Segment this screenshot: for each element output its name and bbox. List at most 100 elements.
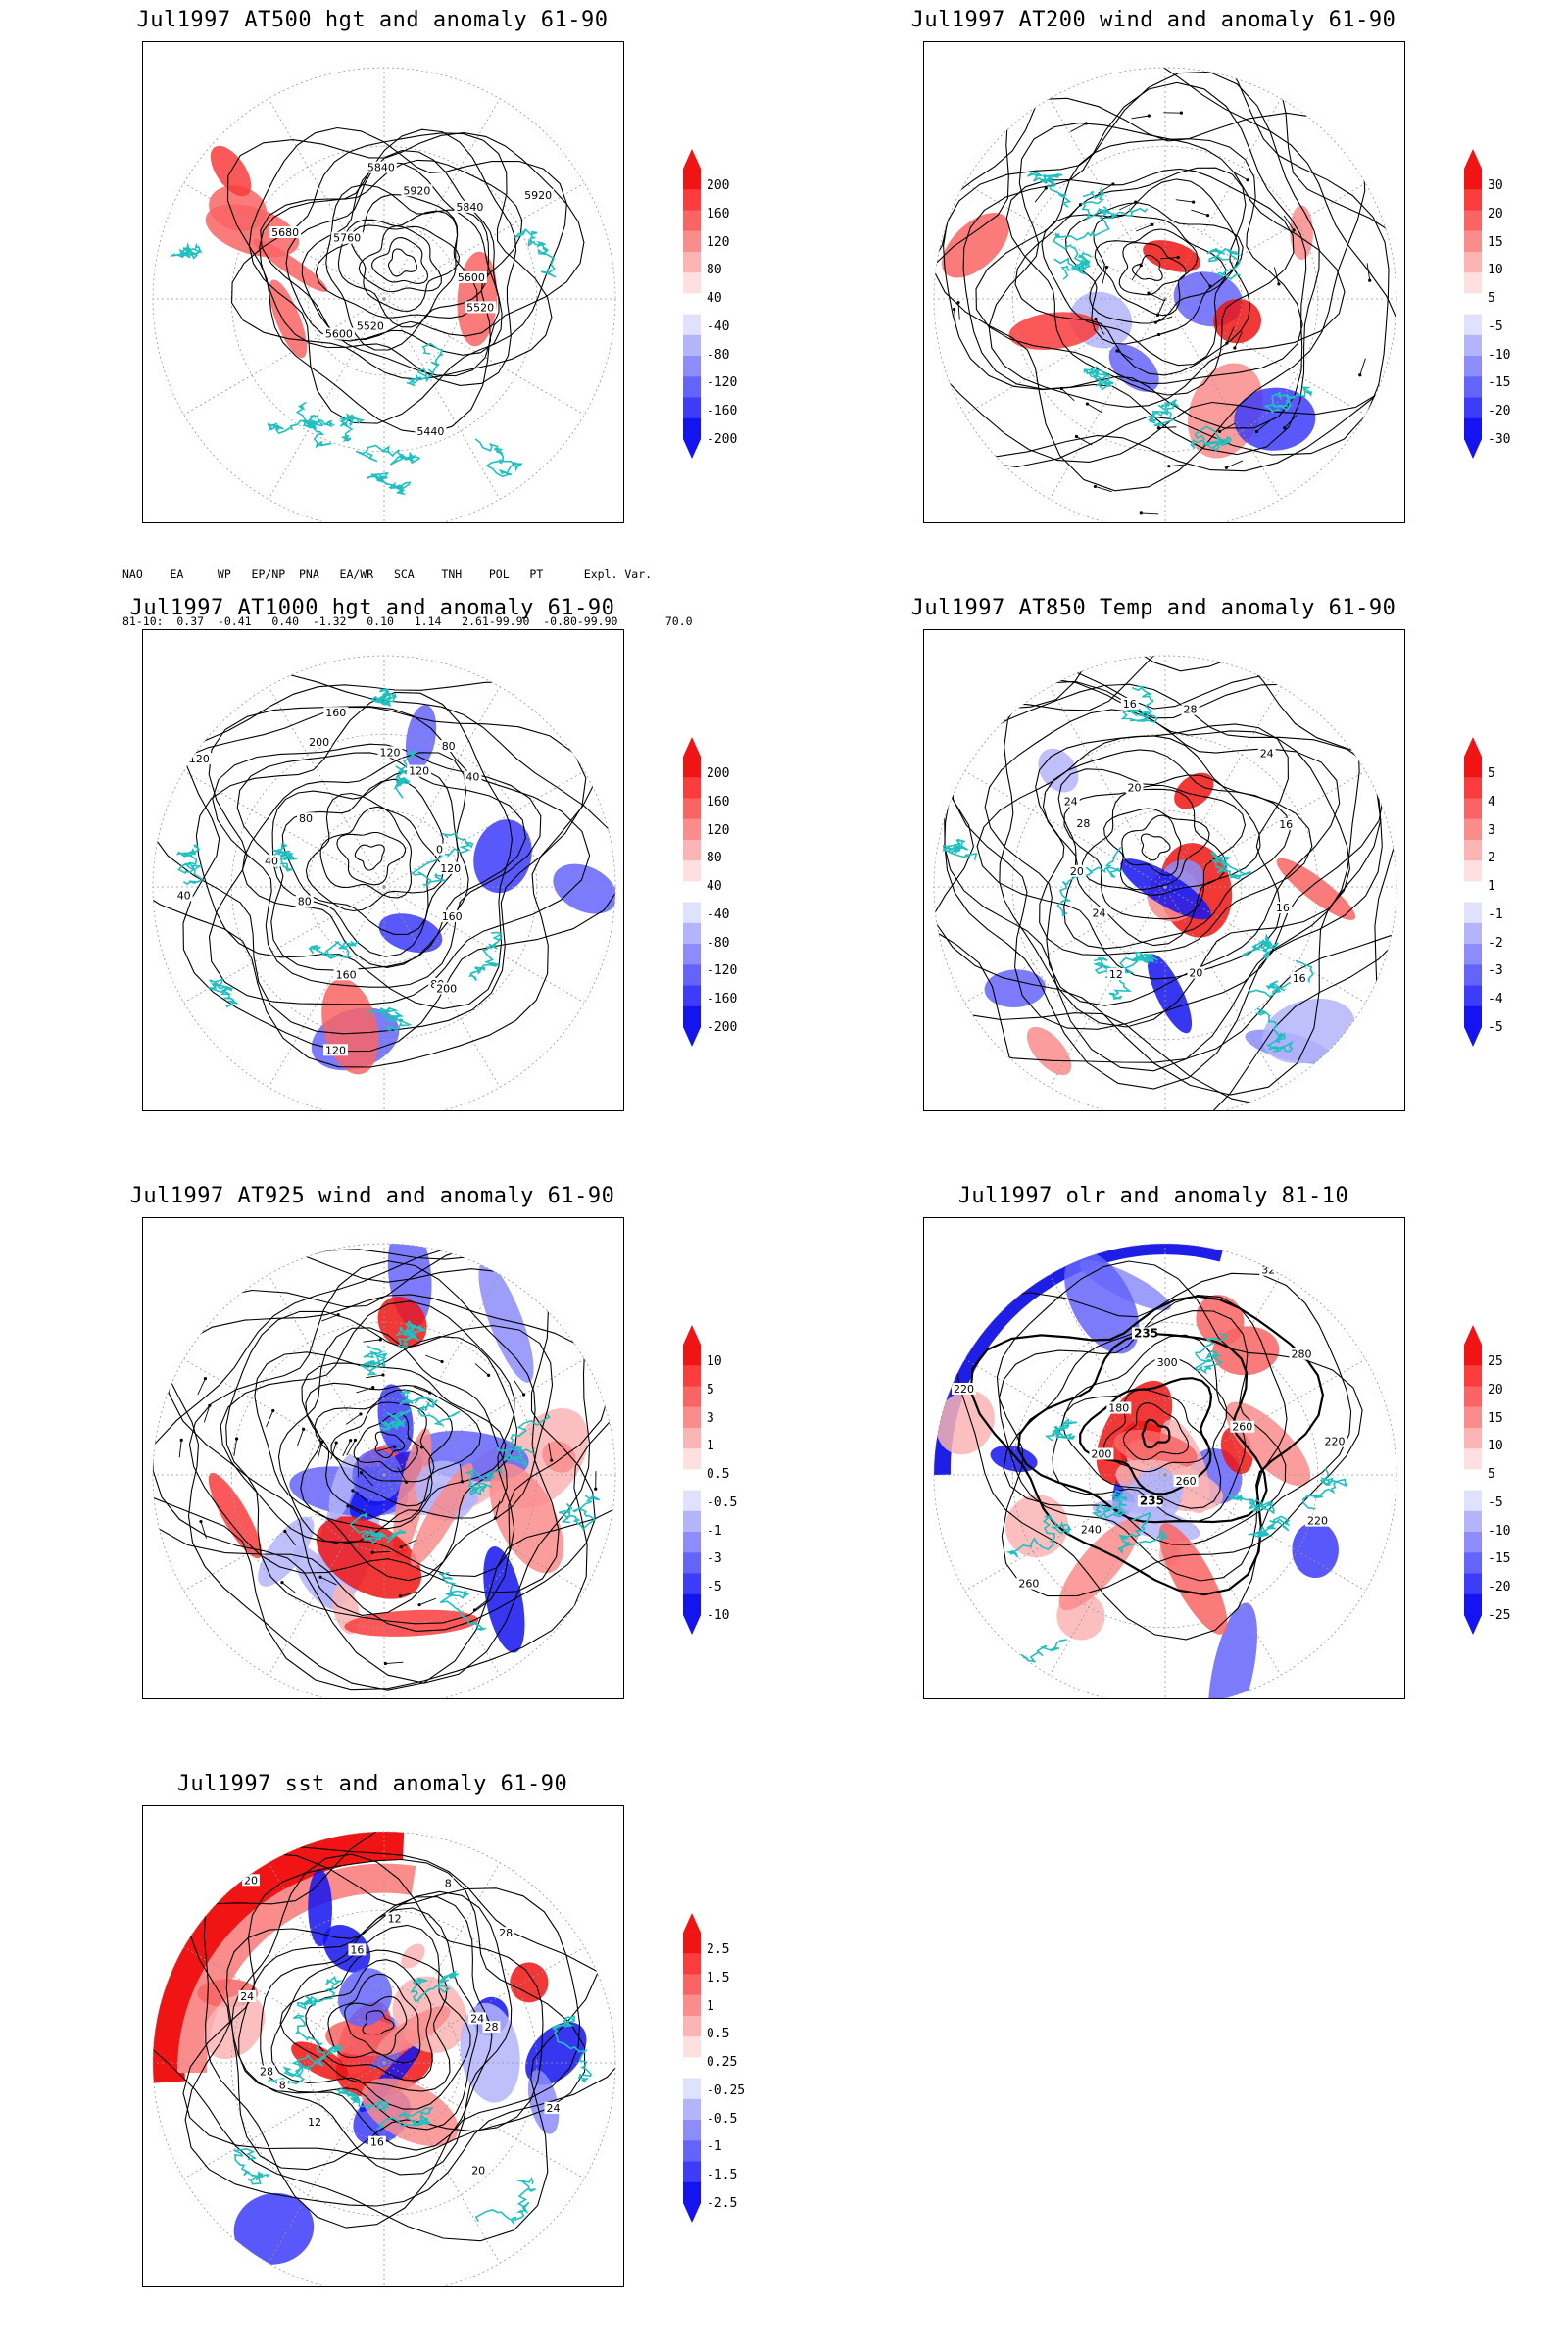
colorbar-tick-label: 20 [1488, 1382, 1503, 1397]
colorbar-graphic [1464, 737, 1482, 1047]
contour-label: 20 [1070, 865, 1084, 878]
colorbar-tick-label: 1 [707, 1439, 714, 1454]
colorbar: 30 20 15 10 5 -5 -10 -15 -20 -30 [1460, 147, 1539, 461]
panel-title: Jul1997 AT850 Temp and anomaly 61-90 [910, 596, 1396, 620]
panel-at850-temp: Jul1997 AT850 Temp and anomaly 61-90 16 1… [781, 596, 1565, 1174]
contour-label: 160 [325, 707, 346, 719]
colorbar-tick-label: -5 [1488, 1494, 1503, 1510]
contour-label: 12 [308, 2116, 321, 2129]
map-graphic: 5600 5520 5440 5520 5600 5680 5760 5840 5920 5840… [152, 67, 616, 522]
colorbar-tick-label: -1 [707, 1523, 722, 1539]
panel-title: Jul1997 AT1000 hgt and anomaly 61-90 [129, 596, 615, 620]
map-graphic: 2202202602352402602002201802353003202802… [933, 1243, 1397, 1698]
colorbar-graphic [683, 1913, 701, 2223]
polar-map: 16 16 20 12 24 20 28 24 20 16 28 24 16 [923, 629, 1405, 1111]
colorbar: 200 160 120 80 40 -40 -80 -120 -160 -200 [679, 735, 758, 1049]
polar-map [923, 41, 1405, 523]
colorbar-tick-label: 5 [707, 1382, 714, 1397]
colorbar-tick-label: 5 [1488, 766, 1495, 781]
colorbar-tick-label: -5 [707, 1580, 722, 1594]
colorbar-tick-label: 1.5 [707, 1970, 730, 1985]
contour-label: 5680 [271, 226, 299, 239]
colorbar: 200 160 120 80 40 -40 -80 -120 -160 -200 [679, 147, 758, 461]
colorbar-tick-label: -200 [707, 431, 738, 447]
contour-label: 220 [1307, 1515, 1328, 1528]
contour-label: 16 [1293, 972, 1306, 985]
colorbar-tick-label: 0.5 [707, 1467, 730, 1482]
panel-sst: Jul1997 sst and anomaly 61-90 28 24 20 16 12… [0, 1772, 784, 2350]
map-graphic: 120 160 80 200 160 120 80 40 40 120 80 200 160 120 120… [152, 655, 616, 1110]
contour-label: 20 [244, 1874, 258, 1886]
colorbar-tick-label: -80 [707, 347, 730, 363]
panel-at200-wind: Jul1997 AT200 wind and anomaly 61-90 30 2… [781, 8, 1565, 586]
contour-label: 0 [436, 844, 443, 857]
colorbar-tick-label: 0.25 [707, 2055, 738, 2070]
colorbar-tick-label: -40 [707, 906, 730, 922]
panel-at1000-hgt: Jul1997 AT1000 hgt and anomaly 61-90 120… [0, 596, 784, 1174]
colorbar-tick-label: 2.5 [707, 1942, 730, 1957]
contour-label: 24 [1260, 747, 1274, 760]
colorbar-graphic [1464, 1325, 1482, 1635]
colorbar-tick-label: 1 [707, 1998, 714, 2014]
contour-label: 5760 [333, 232, 361, 245]
colorbar-tick-label: 10 [1488, 263, 1503, 278]
colorbar-tick-label: 25 [1488, 1354, 1503, 1369]
colorbar-tick-label: -2.5 [707, 2195, 738, 2211]
contour-label: 24 [1093, 907, 1106, 920]
contour-label: 5600 [325, 328, 353, 341]
colorbar-tick-label: 120 [707, 822, 730, 838]
contour-label: 235 [1140, 1494, 1164, 1508]
contour-label: 160 [336, 968, 357, 981]
contour-label: 300 [1157, 1356, 1178, 1369]
colorbar-tick-label: 10 [707, 1354, 722, 1369]
colorbar: 25 20 15 10 5 -5 -10 -15 -20 -25 [1460, 1323, 1539, 1637]
contour-label: 40 [177, 890, 191, 903]
colorbar-tick-label: -4 [1488, 992, 1503, 1006]
contour-label: 12 [388, 1913, 402, 1926]
colorbar-graphic [1464, 149, 1482, 459]
colorbar-tick-label: -25 [1488, 1607, 1511, 1623]
colorbar-tick-label: -3 [1488, 963, 1503, 979]
colorbar-tick-label: -10 [1488, 1523, 1511, 1539]
contour-label: 28 [1076, 817, 1090, 830]
contour-label: 260 [1232, 1421, 1252, 1434]
polar-map: 28 24 20 16 12 8 28 24 20 16 12 8 28 24 [142, 1805, 624, 2287]
contour-label: 5520 [466, 301, 494, 314]
contour-label: 260 [1018, 1578, 1039, 1591]
colorbar-tick-label: -10 [1488, 347, 1511, 363]
colorbar-tick-label: 30 [1488, 178, 1503, 193]
contour-label: 24 [1064, 796, 1078, 808]
contour-label: 120 [189, 753, 210, 765]
colorbar-tick-label: 80 [707, 851, 722, 866]
colorbar-tick-label: -5 [1488, 1019, 1503, 1035]
panel-olr: Jul1997 olr and anomaly 81-10 220 220 260 2… [781, 1184, 1565, 1762]
colorbar-tick-label: -15 [1488, 375, 1511, 391]
colorbar-tick-label: -2 [1488, 935, 1503, 951]
contour-label: 200 [309, 736, 329, 749]
colorbar-graphic [683, 149, 701, 459]
contour-label: 120 [409, 765, 429, 778]
contour-label: 16 [1276, 902, 1290, 914]
polar-map: 5600 5520 5440 5520 5600 5680 5760 5840 5920 5840… [142, 41, 624, 523]
contour-label: 40 [466, 771, 479, 784]
teleconnection-values: 81-10: 0.37 -0.41 0.40 -1.32 0.10 1.14 2… [122, 614, 693, 628]
panel-at500-hgt: Jul1997 AT500 hgt and anomaly 61-90 5600… [0, 8, 784, 586]
colorbar-tick-label: -0.5 [707, 2111, 738, 2127]
contour-label: 28 [1184, 704, 1198, 716]
colorbar-tick-label: -5 [1488, 318, 1503, 334]
colorbar-tick-label: -120 [707, 375, 738, 391]
contour-label: 12 [1109, 968, 1123, 981]
colorbar-tick-label: -120 [707, 963, 738, 979]
contour-label: 120 [325, 1044, 346, 1056]
colorbar-tick-label: 200 [707, 178, 730, 193]
colorbar-tick-label: -20 [1488, 404, 1511, 418]
contour-label: 40 [265, 856, 278, 868]
contour-label: 80 [442, 740, 456, 753]
panel-title: Jul1997 sst and anomaly 61-90 [176, 1772, 568, 1796]
contour-label: 80 [298, 896, 312, 908]
colorbar-tick-label: 200 [707, 766, 730, 781]
contour-label: 260 [1176, 1475, 1197, 1488]
contour-label: 5840 [456, 201, 483, 214]
teleconnection-header: NAO EA WP EP/NP PNA EA/WR SCA TNH POL PT… [122, 567, 653, 581]
